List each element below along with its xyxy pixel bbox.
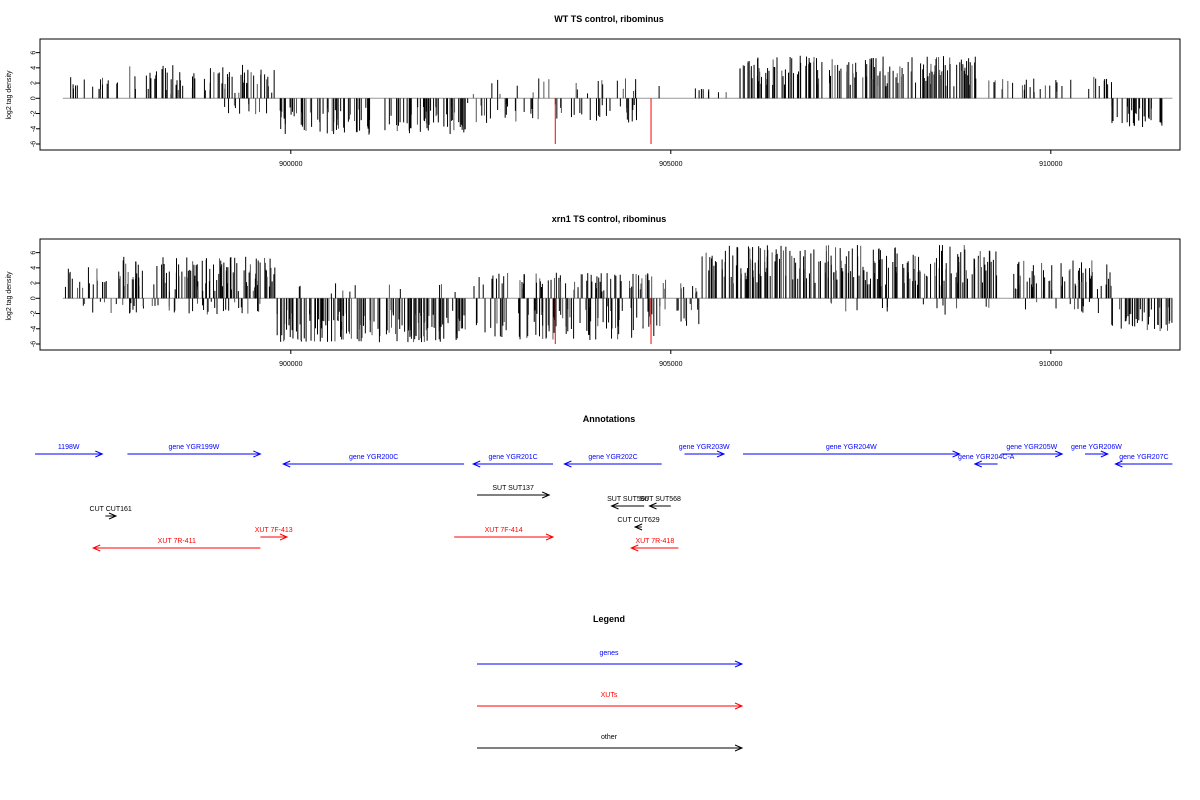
legend-items: genes XUTs other — [477, 650, 744, 752]
annotation-label: gene YGR199W — [168, 444, 219, 451]
wt-x-axis: 900000 905000 910000 — [279, 150, 1063, 168]
annotation-label: CUT CUT629 — [617, 517, 659, 524]
annotation-arrowhead — [1055, 450, 1064, 458]
annotation-label: gene YGR203W — [679, 444, 730, 451]
xrn1-x-tick-label: 910000 — [1039, 361, 1062, 368]
wt-panel-frame — [39, 38, 1181, 151]
xrn1-y-axis: -6 -4 -2 0 2 4 6 — [31, 251, 40, 347]
wt-y-axis: -6 -4 -2 0 2 4 6 — [31, 51, 40, 147]
xrn1-y-tick-label: -2 — [31, 310, 38, 316]
legend-label: XUTs — [601, 692, 618, 699]
annotation-label: gene YGR206W — [1071, 444, 1122, 451]
wt-y-tick-label: -4 — [31, 126, 38, 132]
annotation-label: XUT 7F-413 — [255, 527, 293, 534]
annotation-label: SUT SUT137 — [492, 485, 534, 492]
annotation-label: 1198W — [58, 444, 80, 451]
annotation-label: gene YGR200C — [349, 454, 398, 461]
annotation-arrowhead — [471, 460, 481, 468]
annotation-arrowhead — [952, 450, 961, 458]
legend-title: Legend — [593, 614, 625, 624]
annotation-label: gene YGR205W — [1006, 444, 1057, 451]
annotation-arrowhead — [973, 460, 982, 468]
annotation-arrowhead — [91, 544, 101, 552]
annotation-arrowhead — [1114, 460, 1123, 468]
wt-bars — [62, 55, 1173, 144]
annotation-label: gene YGR207C — [1119, 454, 1168, 461]
legend-arrowhead — [734, 660, 744, 668]
annotation-label: gene YGR204W — [826, 444, 877, 451]
annotation-arrowhead — [281, 460, 291, 468]
wt-x-tick-label: 900000 — [279, 161, 302, 168]
xrn1-y-tick-label: 0 — [31, 296, 38, 300]
annotation-label: XUT 7R-411 — [158, 538, 196, 545]
annotation-label: gene YGR201C — [488, 454, 537, 461]
xrn1-bars — [62, 245, 1173, 344]
annotation-arrowhead — [279, 533, 289, 541]
annotation-arrowhead — [108, 512, 118, 520]
wt-y-tick-label: 4 — [31, 66, 38, 70]
annotation-arrowhead — [1100, 450, 1110, 458]
annotation-label: gene YGR204C-A — [958, 454, 1015, 461]
annotation-arrowhead — [253, 450, 262, 458]
annotations-panel: Annotations 1198W gene YGR199W gene YGR200… — [35, 414, 1173, 552]
xrn1-y-tick-label: 2 — [31, 281, 38, 285]
annotation-arrowhead — [648, 502, 657, 510]
wt-x-tick-label: 910000 — [1039, 161, 1062, 168]
annotation-arrowhead — [563, 460, 572, 468]
xrn1-x-axis: 900000 905000 910000 — [279, 350, 1063, 368]
wt-y-tick-label: 2 — [31, 81, 38, 85]
wt-y-tick-label: 6 — [31, 51, 38, 55]
annotation-label: SUT SUT568 — [639, 496, 681, 503]
annotation-label: gene YGR202C — [588, 454, 637, 461]
legend-label: other — [601, 734, 618, 741]
legend-label: genes — [599, 650, 619, 657]
wt-y-tick-label: -6 — [31, 141, 38, 147]
annotation-arrowhead — [95, 450, 104, 458]
wt-x-tick-label: 905000 — [659, 161, 682, 168]
wt-y-tick-label: 0 — [31, 96, 38, 100]
legend-arrowhead — [734, 702, 744, 710]
annotation-arrowhead — [630, 544, 639, 552]
xrn1-panel: xrn1 TS control, ribominus log2 tag dens… — [6, 214, 1181, 368]
annotation-arrowhead — [716, 450, 726, 458]
wt-y-tick-label: -2 — [31, 110, 38, 116]
wt-panel: WT TS control, ribominus log2 tag densit… — [6, 14, 1181, 168]
annotation-label: XUT 7R-418 — [635, 538, 674, 545]
xrn1-y-tick-label: 4 — [31, 266, 38, 270]
xrn1-panel-frame — [39, 238, 1181, 351]
xrn1-y-tick-label: 6 — [31, 251, 38, 255]
legend-arrowhead — [734, 744, 744, 752]
annotation-arrowhead — [610, 502, 619, 510]
xrn1-x-tick-label: 900000 — [279, 361, 302, 368]
wt-panel-title: WT TS control, ribominus — [554, 14, 664, 24]
xrn1-x-tick-label: 905000 — [659, 361, 682, 368]
xrn1-y-tick-label: -4 — [31, 326, 38, 332]
annotation-arrowhead — [633, 523, 643, 531]
annotation-arrowhead — [542, 491, 551, 499]
xrn1-y-axis-label: log2 tag density — [6, 271, 13, 321]
annotation-label: CUT CUT161 — [90, 506, 132, 513]
legend: Legend genes XUTs other — [477, 614, 744, 752]
annotation-label: SUT SUT566 — [607, 496, 649, 503]
annotation-arrowhead — [545, 533, 555, 541]
annotation-features: 1198W gene YGR199W gene YGR200C gene YGR201… — [35, 444, 1173, 552]
annotation-label: XUT 7F-414 — [485, 527, 523, 534]
xrn1-panel-title: xrn1 TS control, ribominus — [552, 214, 667, 224]
wt-y-axis-label: log2 tag density — [6, 70, 13, 120]
annotations-title: Annotations — [583, 414, 636, 424]
xrn1-y-tick-label: -6 — [31, 341, 38, 347]
